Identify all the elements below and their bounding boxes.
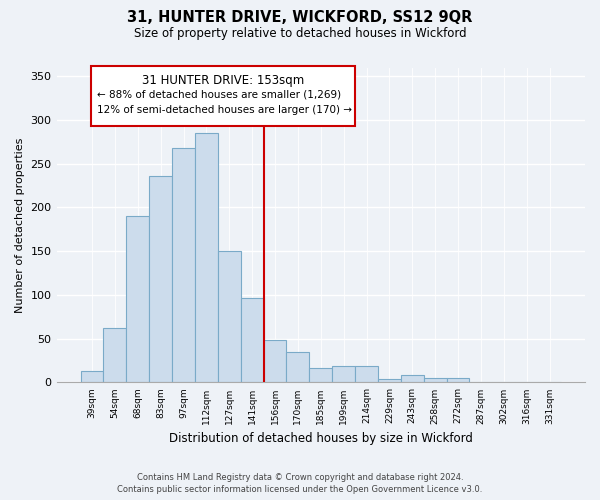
Y-axis label: Number of detached properties: Number of detached properties bbox=[15, 138, 25, 312]
Text: Contains HM Land Registry data © Crown copyright and database right 2024.: Contains HM Land Registry data © Crown c… bbox=[137, 472, 463, 482]
Bar bbox=[172, 148, 195, 382]
Bar bbox=[286, 352, 310, 382]
Bar bbox=[218, 251, 241, 382]
Bar bbox=[80, 371, 103, 382]
Text: Contains public sector information licensed under the Open Government Licence v3: Contains public sector information licen… bbox=[118, 485, 482, 494]
Bar bbox=[378, 379, 401, 382]
Text: Size of property relative to detached houses in Wickford: Size of property relative to detached ho… bbox=[134, 28, 466, 40]
Bar bbox=[149, 176, 172, 382]
Bar bbox=[424, 378, 446, 382]
X-axis label: Distribution of detached houses by size in Wickford: Distribution of detached houses by size … bbox=[169, 432, 473, 445]
Bar bbox=[310, 368, 332, 382]
Text: 31 HUNTER DRIVE: 153sqm: 31 HUNTER DRIVE: 153sqm bbox=[142, 74, 304, 87]
Text: ← 88% of detached houses are smaller (1,269): ← 88% of detached houses are smaller (1,… bbox=[97, 90, 341, 100]
Bar bbox=[127, 216, 149, 382]
Bar bbox=[446, 378, 469, 382]
Text: 31, HUNTER DRIVE, WICKFORD, SS12 9QR: 31, HUNTER DRIVE, WICKFORD, SS12 9QR bbox=[127, 10, 473, 25]
Bar bbox=[103, 328, 127, 382]
Bar bbox=[241, 298, 263, 382]
Bar bbox=[263, 340, 286, 382]
Bar bbox=[355, 366, 378, 382]
FancyBboxPatch shape bbox=[91, 66, 355, 126]
Bar bbox=[401, 374, 424, 382]
Bar bbox=[332, 366, 355, 382]
Bar bbox=[195, 133, 218, 382]
Text: 12% of semi-detached houses are larger (170) →: 12% of semi-detached houses are larger (… bbox=[97, 106, 352, 116]
